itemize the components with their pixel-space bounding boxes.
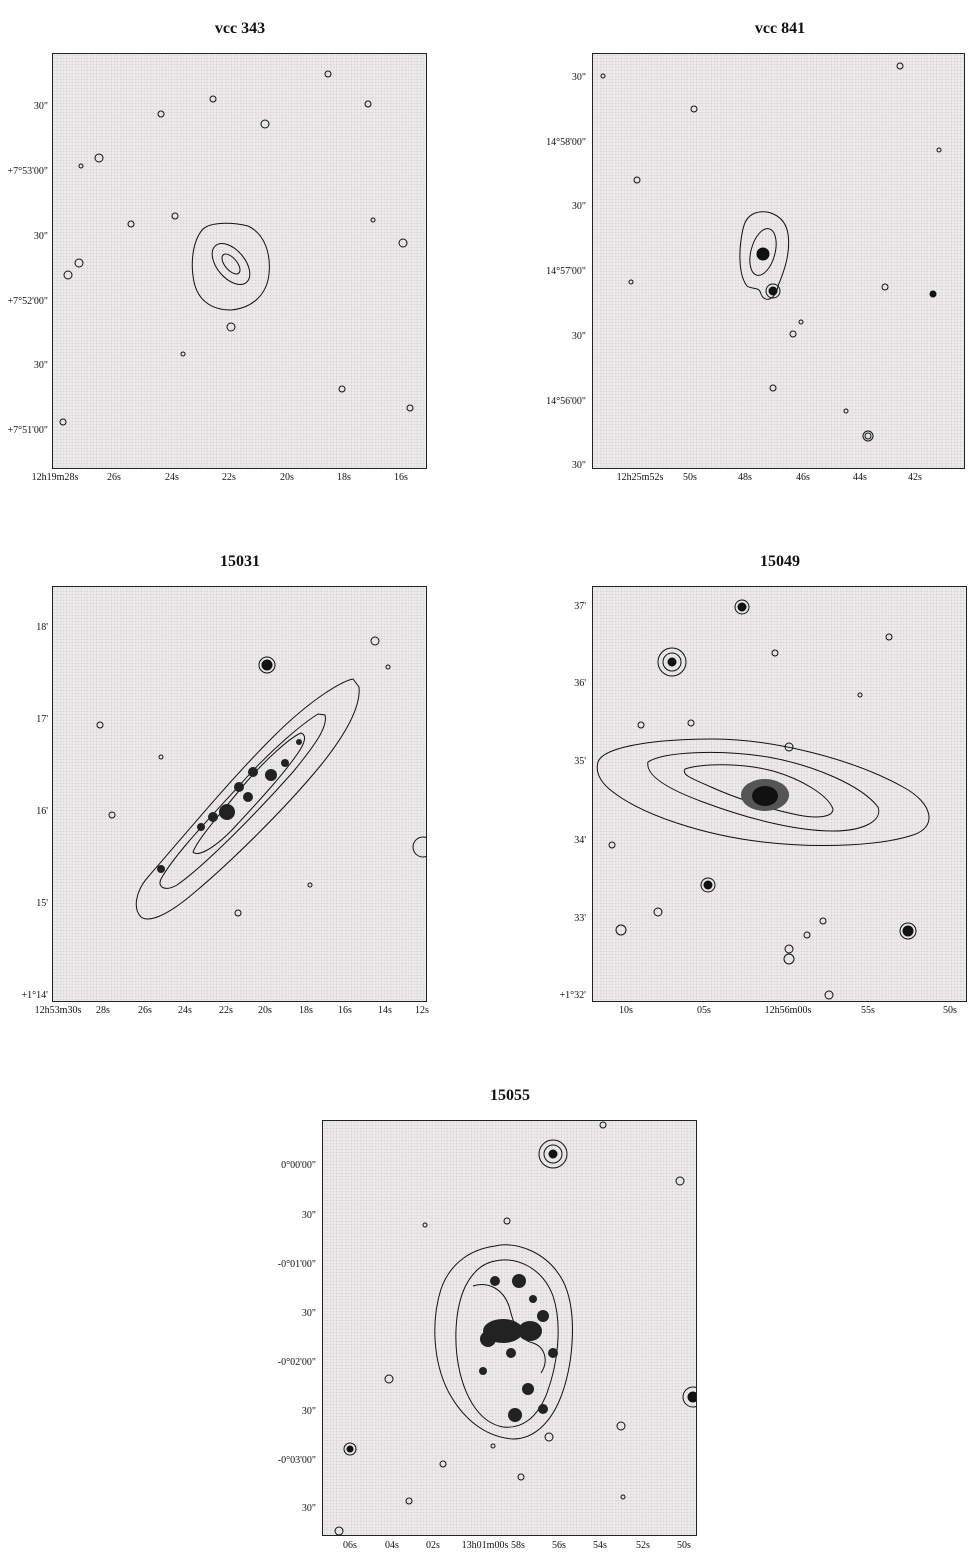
hii-region-knots [157,739,302,873]
y-tick-label: 30" [301,1308,316,1319]
x-tick-label: 12s [415,1005,429,1016]
x-tick-label: 46s [796,472,810,483]
x-tick-label: 14s [378,1005,392,1016]
y-tick-label: 33' [574,913,586,924]
x-tick-label: 12h25m52s [616,472,664,483]
x-tick-label: 28s [96,1005,110,1016]
x-tick-label: 50s [677,1540,691,1551]
x-tick-label: 12h19m28s [31,472,79,483]
hii-region-knots [479,1274,558,1422]
x-tick-label: 24s [165,472,179,483]
y-tick-label: 36' [574,678,586,689]
x-tick-label: 20s [280,472,294,483]
y-tick-label: 0°00'00" [281,1160,316,1171]
galaxy-core [756,247,770,261]
y-tick-label: +7°53'00" [7,166,48,177]
y-tick-label: +1°14' [21,990,48,1001]
contour-overlay [59,70,414,426]
x-tick-label: 06s [343,1540,357,1551]
panel-title: 15049 [760,553,800,570]
x-tick-label: 42s [908,472,922,483]
y-tick-label: 18' [36,622,48,633]
x-tick-label: 50s [683,472,697,483]
galaxy-inner-contour [211,243,251,285]
galaxy-mid-contour [647,751,880,832]
x-tick-label: 20s [258,1005,272,1016]
x-tick-label: 18s [337,472,351,483]
x-tick-label: 04s [385,1540,399,1551]
y-tick-label: 14°58'00" [546,137,586,148]
galaxy-inner-contour [683,764,834,818]
x-tick-label: 18s [299,1005,313,1016]
x-tick-label: 02s [426,1540,440,1551]
x-tick-label: 26s [138,1005,152,1016]
panel-title: vcc 841 [754,20,806,37]
x-tick-label: 12h56m00s [764,1005,812,1016]
y-tick-label: -0°01'00" [277,1259,316,1270]
y-tick-label: 30" [571,331,586,342]
contour-overlay [334,1121,696,1535]
x-tick-label: 22s [222,472,236,483]
x-tick-label: 56s [552,1540,566,1551]
y-tick-label: +1°32' [559,990,586,1001]
y-tick-label: 37' [574,601,586,612]
galaxy-core-contour [221,253,241,275]
contour-overlay [600,62,942,442]
image-frame [322,1120,697,1536]
x-tick-label: 44s [853,472,867,483]
galaxy-outer-contour [739,211,790,300]
x-tick-label: 16s [394,472,408,483]
x-tick-label: 13h01m00s [461,1540,509,1551]
x-tick-label: 16s [338,1005,352,1016]
y-tick-label: 17' [36,714,48,725]
y-tick-label: 35' [574,756,586,767]
galaxy-bulge [741,779,789,811]
y-tick-label: 16' [36,806,48,817]
y-tick-label: 30" [33,360,48,371]
contour-overlay [96,636,426,920]
x-tick-label: 12h53m30s [34,1005,82,1016]
image-frame [52,586,427,1002]
image-frame [592,586,967,1002]
x-tick-label: 48s [738,472,752,483]
contour-overlay [596,599,930,1000]
x-tick-label: 26s [107,472,121,483]
y-tick-label: 30" [33,231,48,242]
y-tick-label: 30" [33,101,48,112]
galaxy-outer-contour [135,678,360,920]
x-tick-label: 50s [943,1005,957,1016]
y-tick-label: -0°02'00" [277,1357,316,1368]
x-tick-label: 05s [697,1005,711,1016]
image-frame [592,53,965,469]
x-tick-label: 54s [593,1540,607,1551]
y-tick-label: -0°03'00" [277,1455,316,1466]
panel-title: 15055 [490,1087,530,1104]
panel-title: vcc 343 [214,20,266,37]
y-tick-label: 15' [36,898,48,909]
image-frame [52,53,427,469]
y-tick-label: 30" [571,72,586,83]
x-tick-label: 58s [511,1540,525,1551]
y-tick-label: +7°51'00" [7,425,48,436]
y-tick-label: 30" [301,1406,316,1417]
x-tick-label: 52s [636,1540,650,1551]
galaxy-outer-contour [191,222,270,311]
x-tick-label: 10s [619,1005,633,1016]
panel-title: 15031 [220,553,260,570]
galaxy-inner-contour [455,1259,559,1428]
galaxy-inner-contour [749,228,777,276]
y-tick-label: 14°57'00" [546,266,586,277]
x-tick-label: 55s [861,1005,875,1016]
y-tick-label: 30" [571,201,586,212]
x-tick-label: 22s [219,1005,233,1016]
x-tick-label: 24s [178,1005,192,1016]
y-tick-label: +7°52'00" [7,296,48,307]
galaxy-outer-contour [434,1244,573,1440]
y-tick-label: 14°56'00" [546,396,586,407]
y-tick-label: 34' [574,835,586,846]
y-tick-label: 30" [301,1503,316,1514]
y-tick-label: 30" [301,1210,316,1221]
galaxy-outer-contour [596,738,930,846]
y-tick-label: 30" [571,460,586,471]
